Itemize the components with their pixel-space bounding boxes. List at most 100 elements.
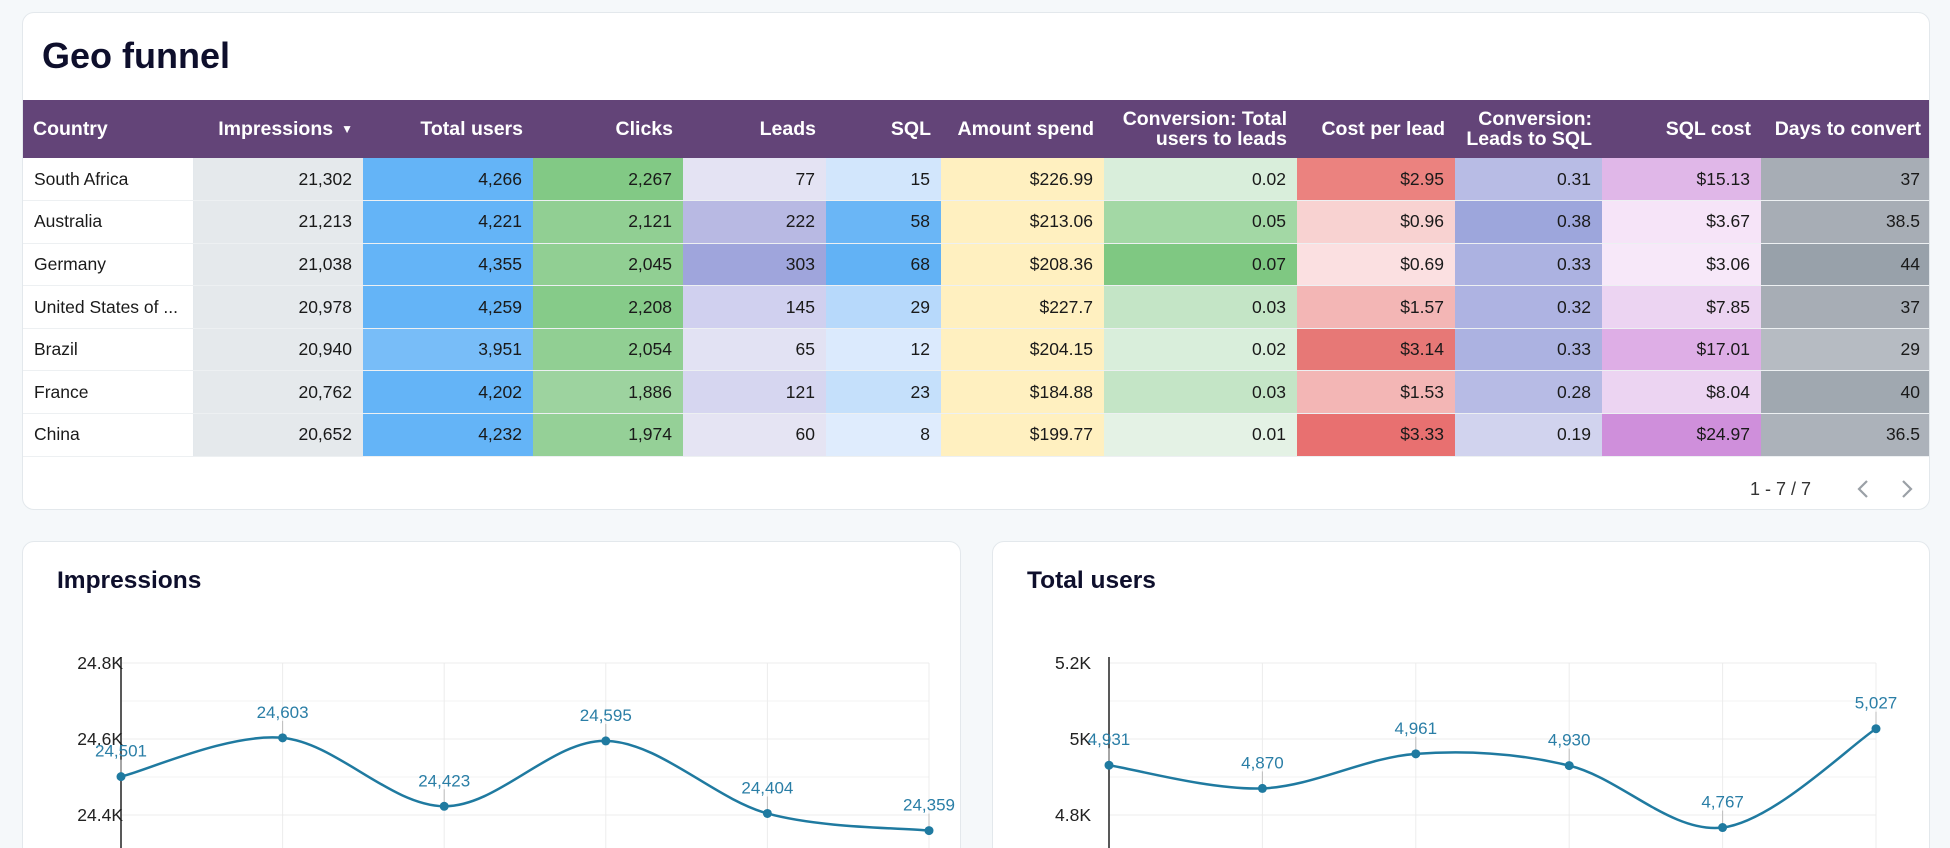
- table-row[interactable]: Australia 21,213 4,221 2,121 222 58 $213.06 0.0…: [23, 200, 1929, 244]
- next-page-button[interactable]: [1885, 471, 1929, 507]
- table-row[interactable]: South Africa 21,302 4,266 2,267 77 15 $226.99 0…: [23, 158, 1929, 202]
- cell-total-users: 4,202: [363, 370, 533, 415]
- data-point[interactable]: [1564, 761, 1574, 771]
- cell-amount-spend: $208.36: [941, 243, 1104, 287]
- cell-conversion-users-leads: 0.07: [1104, 243, 1297, 287]
- column-header-amount-spend[interactable]: Amount spend: [941, 100, 1104, 158]
- cell-country: South Africa: [23, 158, 194, 202]
- cell-days-to-convert: 36.5: [1761, 413, 1929, 457]
- y-tick-label: 24.6K: [77, 729, 123, 749]
- cell-sql-cost: $17.01: [1602, 328, 1761, 372]
- cell-clicks: 2,045: [533, 243, 683, 287]
- data-point[interactable]: [278, 733, 288, 743]
- data-label: 5,027: [1855, 694, 1898, 713]
- y-tick-label: 4.8K: [1055, 805, 1091, 825]
- column-header-leads[interactable]: Leads: [683, 100, 826, 158]
- cell-sql: 8: [826, 413, 941, 457]
- data-point[interactable]: [1871, 724, 1881, 734]
- cell-leads: 303: [683, 243, 826, 287]
- data-point[interactable]: [1104, 760, 1114, 770]
- table-row[interactable]: China 20,652 4,232 1,974 60 8 $199.77 0.01 $3.33…: [23, 413, 1929, 457]
- data-point[interactable]: [1257, 783, 1267, 793]
- cell-clicks: 1,886: [533, 370, 683, 415]
- table-row[interactable]: Brazil 20,940 3,951 2,054 65 12 $204.15 0.02 $3.…: [23, 328, 1929, 372]
- cell-total-users: 4,232: [363, 413, 533, 457]
- column-header-sql[interactable]: SQL: [826, 100, 941, 158]
- cell-amount-spend: $199.77: [941, 413, 1104, 457]
- column-header-clicks[interactable]: Clicks: [533, 100, 683, 158]
- data-point[interactable]: [762, 808, 772, 818]
- cell-clicks: 2,267: [533, 158, 683, 202]
- column-header-country[interactable]: Country: [23, 100, 193, 158]
- cell-clicks: 2,121: [533, 200, 683, 244]
- sort-desc-icon[interactable]: ▼: [341, 122, 353, 137]
- cell-conversion-users-leads: 0.02: [1104, 328, 1297, 372]
- data-point[interactable]: [439, 801, 449, 811]
- cell-conversion-leads-sql: 0.33: [1455, 328, 1602, 372]
- column-header-conversion-users-leads[interactable]: Conversion: Total users to leads: [1104, 100, 1297, 158]
- data-point[interactable]: [1411, 749, 1421, 759]
- chevron-right-icon: [1902, 480, 1913, 498]
- cell-cost-per-lead: $0.96: [1297, 200, 1455, 244]
- column-header-cost-per-lead[interactable]: Cost per lead: [1297, 100, 1455, 158]
- cell-conversion-leads-sql: 0.28: [1455, 370, 1602, 415]
- column-header-conversion-leads-sql[interactable]: Conversion: Leads to SQL: [1455, 100, 1602, 158]
- table-header-row: Country Impressions ▼ Total users Clicks …: [23, 100, 1929, 158]
- data-point[interactable]: [601, 736, 611, 746]
- cell-days-to-convert: 29: [1761, 328, 1929, 372]
- data-label: 24,359: [903, 796, 955, 815]
- cell-sql: 12: [826, 328, 941, 372]
- cell-impressions: 20,762: [193, 370, 363, 415]
- y-tick-label: 24.8K: [77, 653, 123, 673]
- cell-sql-cost: $8.04: [1602, 370, 1761, 415]
- cell-conversion-leads-sql: 0.32: [1455, 285, 1602, 329]
- impressions-chart-card: Impressions 24.4K 24.6K 24.8K 24,501 24,603 2…: [22, 541, 961, 848]
- cell-sql: 15: [826, 158, 941, 202]
- cell-leads: 65: [683, 328, 826, 372]
- cell-conversion-users-leads: 0.05: [1104, 200, 1297, 244]
- cell-days-to-convert: 44: [1761, 243, 1929, 287]
- cell-cost-per-lead: $3.33: [1297, 413, 1455, 457]
- cell-leads: 77: [683, 158, 826, 202]
- pagination: 1 - 7 / 7: [1750, 469, 1929, 509]
- cell-cost-per-lead: $3.14: [1297, 328, 1455, 372]
- cell-leads: 145: [683, 285, 826, 329]
- total-users-chart-title: Total users: [1027, 567, 1156, 594]
- column-header-sql-cost[interactable]: SQL cost: [1602, 100, 1761, 158]
- cell-days-to-convert: 38.5: [1761, 200, 1929, 244]
- cell-total-users: 4,355: [363, 243, 533, 287]
- geo-funnel-table: Country Impressions ▼ Total users Clicks …: [23, 100, 1929, 457]
- table-row[interactable]: France 20,762 4,202 1,886 121 23 $184.88 0.03 $1…: [23, 370, 1929, 415]
- table-row[interactable]: United States of ... 20,978 4,259 2,208 145 2…: [23, 285, 1929, 329]
- cell-conversion-users-leads: 0.02: [1104, 158, 1297, 202]
- table-row[interactable]: Germany 21,038 4,355 2,045 303 68 $208.36 0.07 $…: [23, 243, 1929, 287]
- cell-sql-cost: $7.85: [1602, 285, 1761, 329]
- table-body: South Africa 21,302 4,266 2,267 77 15 $226.99 0…: [23, 158, 1929, 457]
- column-header-impressions[interactable]: Impressions ▼: [193, 100, 363, 158]
- cell-impressions: 20,940: [193, 328, 363, 372]
- cell-cost-per-lead: $0.69: [1297, 243, 1455, 287]
- data-point[interactable]: [1718, 823, 1728, 833]
- cell-days-to-convert: 37: [1761, 158, 1929, 202]
- cell-impressions: 21,213: [193, 200, 363, 244]
- cell-conversion-leads-sql: 0.38: [1455, 200, 1602, 244]
- cell-country: United States of ...: [23, 285, 194, 329]
- cell-leads: 121: [683, 370, 826, 415]
- column-header-total-users[interactable]: Total users: [363, 100, 533, 158]
- cell-impressions: 20,978: [193, 285, 363, 329]
- cell-conversion-users-leads: 0.01: [1104, 413, 1297, 457]
- data-point[interactable]: [924, 826, 934, 836]
- y-tick-label: 5K: [1070, 729, 1092, 749]
- column-header-days-to-convert[interactable]: Days to convert: [1761, 100, 1929, 158]
- series-line: [120, 736, 930, 832]
- geo-funnel-card: Geo funnel Country Impressions ▼ Total us…: [22, 12, 1930, 510]
- cell-amount-spend: $226.99: [941, 158, 1104, 202]
- cell-impressions: 20,652: [193, 413, 363, 457]
- data-label: 24,423: [418, 771, 470, 790]
- cell-total-users: 4,221: [363, 200, 533, 244]
- cell-leads: 222: [683, 200, 826, 244]
- pagination-range: 1 - 7 / 7: [1749, 478, 1811, 499]
- y-tick-label: 5.2K: [1055, 653, 1091, 673]
- data-point[interactable]: [116, 772, 126, 782]
- prev-page-button[interactable]: [1841, 471, 1885, 507]
